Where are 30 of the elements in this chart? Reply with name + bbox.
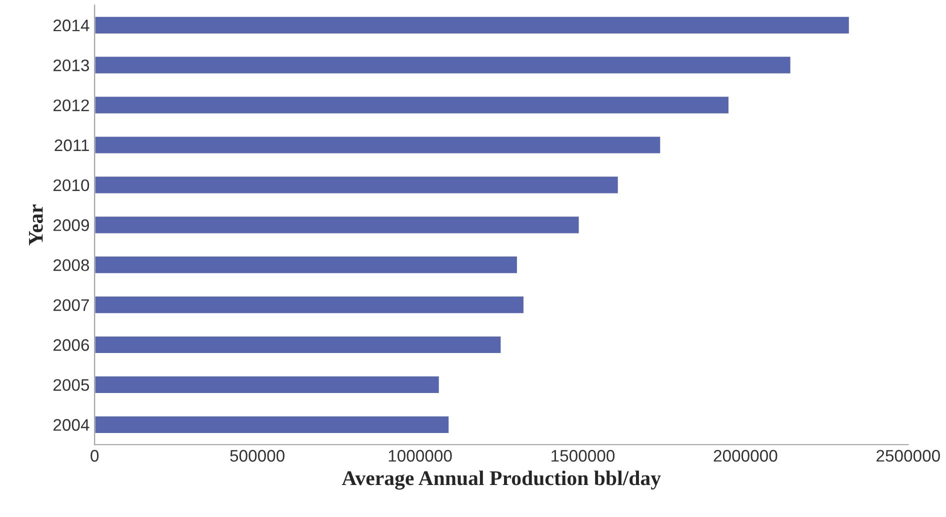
y-tick-label: 2013 (54, 59, 90, 72)
bar (94, 255, 518, 275)
x-tick-label: 500000 (230, 450, 284, 462)
x-tick-label: 2500000 (876, 450, 940, 462)
y-tick-label: 2006 (54, 339, 90, 351)
bar (94, 135, 662, 155)
bar (94, 55, 792, 75)
x-tick-label: 1500000 (552, 450, 615, 462)
bar (94, 215, 580, 235)
bar (94, 175, 620, 195)
y-tick-label: 2004 (54, 419, 90, 431)
bar (94, 414, 450, 434)
y-tick-label: 2014 (54, 20, 90, 32)
bar (94, 15, 850, 35)
bar (94, 375, 440, 394)
bar (94, 295, 525, 314)
y-tick-label: 2011 (54, 139, 89, 152)
y-tick-label: 2005 (54, 379, 90, 391)
x-tick-label: 0 (90, 450, 99, 462)
y-tick-label: 2008 (54, 259, 90, 272)
x-axis-title: Average Annual Production bbl/day (342, 470, 661, 490)
x-tick-label: 1000000 (388, 450, 452, 462)
y-tick-label: 2010 (54, 179, 90, 192)
y-tick-label: 2012 (54, 99, 89, 112)
y-tick-label: 2009 (54, 219, 89, 232)
y-tick-label: 2007 (54, 299, 89, 311)
y-axis-title: Year (29, 204, 43, 246)
bar (94, 335, 502, 354)
bar (94, 95, 730, 115)
x-tick-label: 2000000 (714, 450, 778, 462)
